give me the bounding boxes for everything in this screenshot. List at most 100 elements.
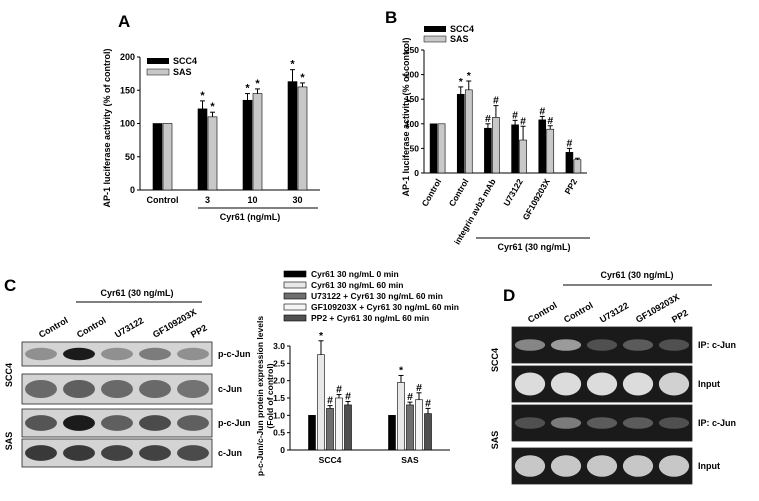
panel-a-ytick-label: 150 <box>120 85 135 95</box>
panel-d-lane-label: U73122 <box>598 300 630 324</box>
panel-d-band <box>658 372 690 396</box>
panel-b-bar <box>429 123 438 174</box>
panel-a-category-label: Control <box>147 195 179 205</box>
panel-b: B AP-1 luciferase activity (% of control… <box>385 8 590 252</box>
panel-c-blot-strip <box>21 341 213 367</box>
panel-d-band <box>622 372 654 396</box>
panel-b-ytick-label: 200 <box>405 70 419 80</box>
panel-b-ytick-label: 250 <box>405 45 419 55</box>
panel-d-band <box>514 339 546 351</box>
panel-c-bar <box>335 397 343 451</box>
panel-c-plot: 00.51.01.52.02.53.0*###SCC4*###SASCyr61 … <box>255 269 459 476</box>
panel-c-band <box>139 445 171 461</box>
panel-c-band <box>25 415 57 431</box>
panel-a-bar <box>252 93 263 191</box>
panel-c-band <box>63 415 95 431</box>
panel-d-blot-strip <box>511 404 693 442</box>
panel-d-lane-label: PP2 <box>670 308 690 325</box>
panel-d-band <box>550 339 582 351</box>
panel-c-band-label: p-c-Jun <box>218 418 251 428</box>
panel-b-bar <box>546 128 555 174</box>
legend-b-scc4: SCC4 <box>450 24 474 34</box>
panel-c-marker: # <box>407 391 413 403</box>
panel-b-letter: B <box>385 8 397 27</box>
panel-c-marker: # <box>336 384 342 396</box>
panel-c-letter: C <box>4 276 16 295</box>
panel-d-band <box>658 455 690 477</box>
panel-d-band <box>586 339 618 351</box>
panel-d-band <box>622 417 654 429</box>
panel-b-bar <box>538 119 547 174</box>
panel-c-marker: * <box>319 330 324 342</box>
panel-a-ytick-label: 200 <box>120 52 135 62</box>
panel-b-category-label: Control <box>420 177 444 208</box>
panel-d-band <box>514 455 546 477</box>
panel-c-band <box>63 380 95 398</box>
panel-b-bar <box>573 159 582 174</box>
panel-c-blot-top-label: Cyr61 (30 ng/mL) <box>100 288 173 298</box>
panel-b-ytick-label: 150 <box>405 94 419 104</box>
panel-b-legend: SCC4 SAS <box>423 24 474 44</box>
panel-c-lane-label: PP2 <box>189 323 209 340</box>
panel-a-bar <box>152 123 163 191</box>
panel-d-band-label: IP: c-Jun <box>698 340 736 350</box>
panel-a-bar <box>197 108 208 191</box>
panel-c: C Cyr61 (30 ng/mL) Control Control U73122 G… <box>4 269 459 476</box>
panel-c-ytick-label: 2.0 <box>273 376 285 386</box>
legend-a-sas-swatch <box>146 68 170 76</box>
panel-d-band-label: Input <box>698 379 720 389</box>
panel-c-marker: # <box>345 390 351 402</box>
panel-b-category-label: U73122 <box>501 177 525 208</box>
panel-b-bar <box>565 152 574 174</box>
panel-a-xlabel: Cyr61 (ng/mL) <box>220 212 281 222</box>
panel-c-band <box>177 347 209 361</box>
panel-d-band <box>622 339 654 351</box>
panel-c-band <box>101 347 133 361</box>
panel-a-marker: * <box>245 83 250 95</box>
panel-a-ytick-label: 100 <box>120 119 135 129</box>
panel-b-marker: # <box>547 115 553 127</box>
panel-c-bar <box>397 382 405 451</box>
panel-b-bar <box>519 139 527 174</box>
panel-a-plot: 0 50 100 150 200 Control * * 3 * * 10 * * 30 <box>120 52 320 205</box>
panel-c-band <box>63 347 95 361</box>
panel-c-marker: # <box>416 382 422 394</box>
panel-c-bar <box>415 399 423 451</box>
panel-a-bar <box>287 81 298 191</box>
panel-c-ylabel-line1: p-c-Jun/c-Jun protein expression levels <box>255 316 265 476</box>
panel-c-marker: # <box>327 395 333 407</box>
panel-c-band <box>25 445 57 461</box>
legend-a-sas: SAS <box>173 67 192 77</box>
panel-c-ytick-label: 0.5 <box>273 428 285 438</box>
panel-b-category-label: Control <box>447 177 471 208</box>
panel-a-category-label: 3 <box>205 195 210 205</box>
panel-c-marker: # <box>425 397 431 409</box>
legend-c-swatch <box>283 303 307 311</box>
panel-c-band <box>25 380 57 398</box>
legend-c-entry: GF109203X + Cyr61 30 ng/mL 60 min <box>311 302 459 312</box>
panel-b-marker: # <box>493 95 499 107</box>
panel-d-band <box>514 417 546 429</box>
panel-c-ytick-label: 1.0 <box>273 410 285 420</box>
panel-b-marker: # <box>485 113 491 125</box>
panel-a-ylabel: AP-1 luciferase activity (% of control) <box>102 48 112 207</box>
panel-b-marker: * <box>459 76 464 88</box>
panel-d-band <box>622 455 654 477</box>
panel-d-letter: D <box>503 286 515 305</box>
panel-c-band <box>63 445 95 461</box>
panel-c-band <box>101 380 133 398</box>
legend-b-sas: SAS <box>450 34 469 44</box>
panel-c-category-label: SCC4 <box>319 455 342 465</box>
panel-c-ylabel-line2: (Fold of control) <box>265 363 275 428</box>
panel-c-band <box>139 380 171 398</box>
panel-c-bar <box>406 404 414 451</box>
panel-b-group-label: Cyr61 (30 ng/mL) <box>497 242 570 252</box>
panel-b-marker: # <box>566 137 572 149</box>
panel-c-band <box>177 380 209 398</box>
legend-c-swatch <box>283 281 307 289</box>
panel-c-band-label: c-Jun <box>218 384 242 394</box>
panel-b-ytick-label: 50 <box>410 143 420 153</box>
panel-c-bar <box>388 415 396 451</box>
panel-a-marker: * <box>200 90 205 102</box>
